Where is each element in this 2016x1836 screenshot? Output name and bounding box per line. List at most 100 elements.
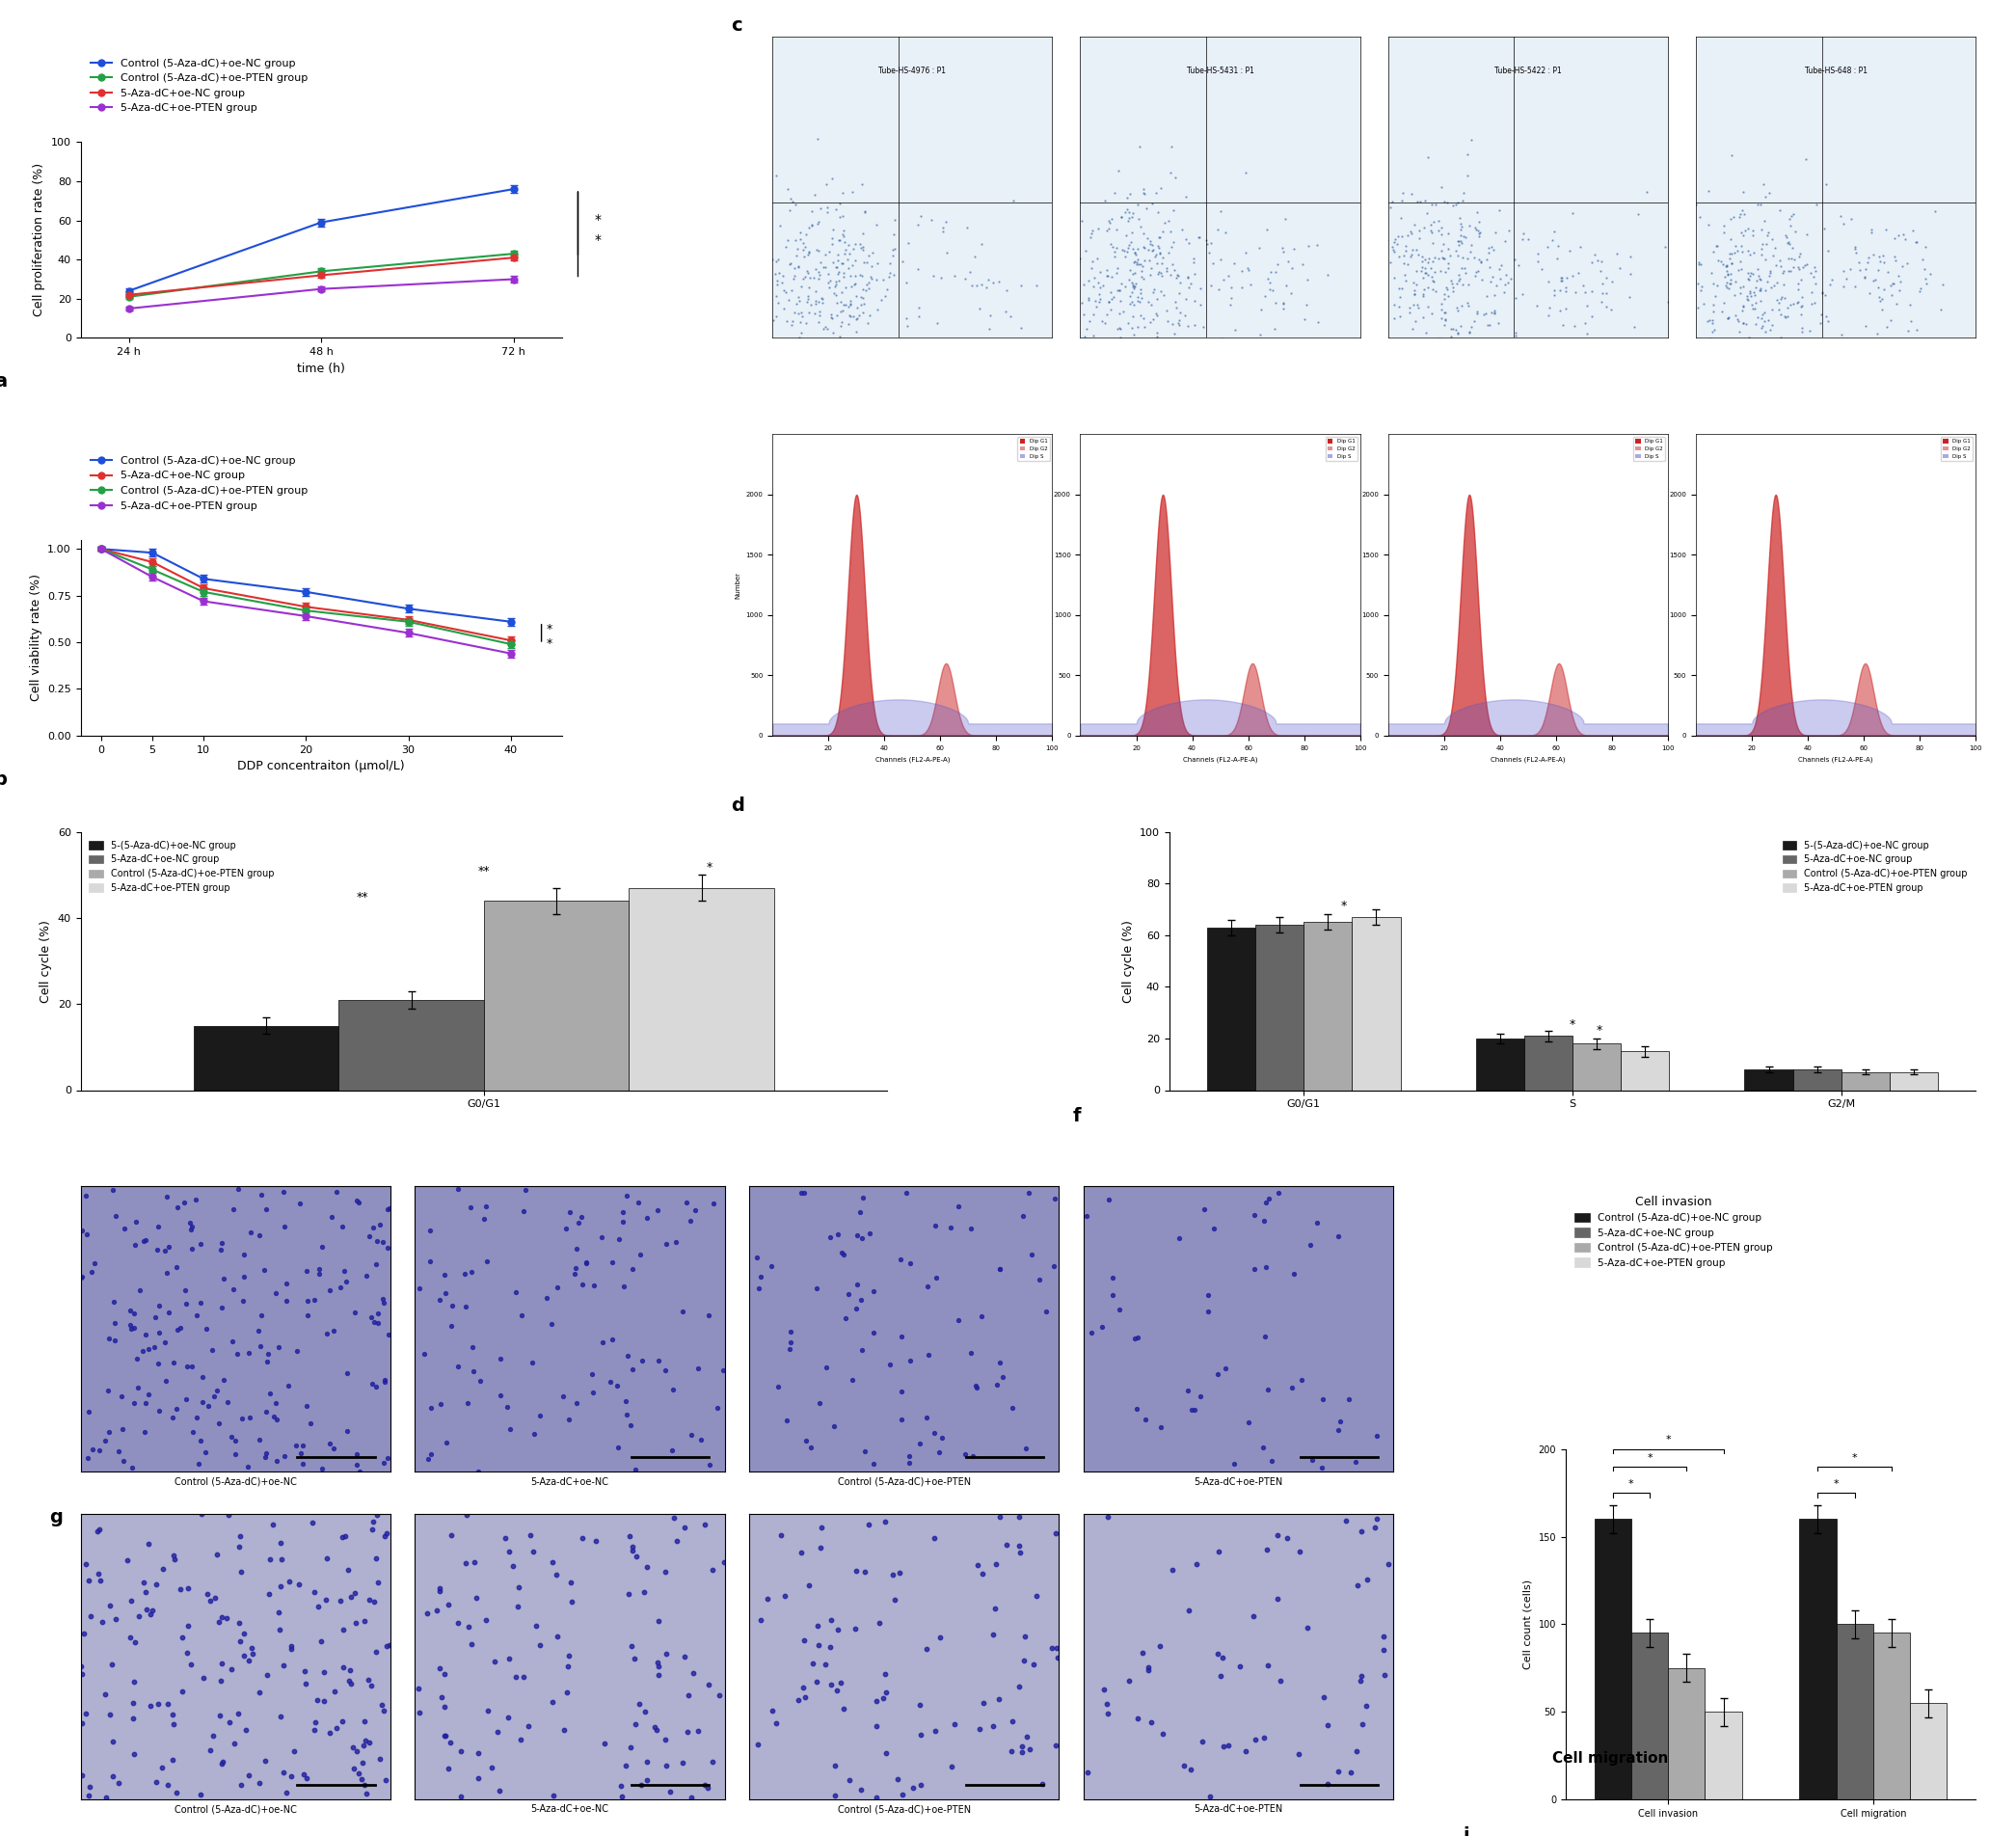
Point [687,1509,720,1539]
Point [825,286,857,316]
Point [845,1775,877,1805]
Point [1036,290,1068,319]
Point [218,1274,250,1304]
Point [192,1579,224,1608]
Point [1115,228,1147,257]
Point [1736,294,1768,323]
Point [641,1660,673,1689]
Point [1508,218,1540,248]
Point [1415,274,1447,303]
Point [1478,235,1510,264]
Point [1379,224,1411,253]
Point [427,1693,460,1722]
Point [244,1221,276,1250]
Point [87,1608,119,1638]
Point [93,1375,125,1405]
Point [492,1537,524,1566]
Point [1419,257,1452,286]
Point [790,286,823,316]
Point [1454,237,1486,266]
Point [183,1228,216,1258]
Point [1020,270,1052,299]
Point [829,1239,861,1269]
Legend: Dip G1, Dip G2, Dip S: Dip G1, Dip G2, Dip S [1633,437,1665,461]
Point [770,1405,802,1434]
Bar [1595,1518,1631,1799]
Point [796,211,829,241]
Point [1395,241,1427,270]
Point [1189,226,1222,255]
Point [698,1188,730,1217]
Point [353,1223,385,1252]
Point [784,318,816,347]
Point [1774,204,1806,233]
Point [893,1441,925,1471]
Point [1736,259,1768,288]
Point [1409,244,1441,274]
Point [1724,272,1756,301]
Point [776,310,808,340]
Point [403,1674,435,1704]
Point [1395,242,1427,272]
Point [139,1302,171,1331]
Point [99,1605,131,1634]
Point [1345,1662,1377,1691]
Point [1452,244,1484,274]
Point [800,235,833,264]
Point [845,290,877,319]
Point [776,307,808,336]
Point [1125,255,1157,285]
Point [1147,281,1179,310]
Point [605,1783,637,1812]
Point [278,1737,310,1766]
Point [163,1313,196,1342]
Point [829,290,861,319]
Point [1248,1432,1280,1461]
Point [679,1195,712,1225]
Point [1089,185,1121,215]
Point [1091,255,1123,285]
Point [1119,290,1151,319]
Point [1040,314,1073,343]
Point [1036,1632,1068,1662]
Point [1363,294,1395,323]
Point [1627,171,1659,200]
Point [1244,233,1276,263]
Point [208,1746,240,1775]
Point [1758,241,1790,270]
Point [1712,274,1744,303]
Point [1889,224,1921,253]
Point [1800,189,1833,218]
Point [1748,307,1780,336]
Point [1079,299,1111,329]
Point [1173,228,1206,257]
Point [831,1304,863,1333]
Point [788,263,821,292]
Point [1056,341,1089,371]
Point [446,1737,478,1766]
Point [157,1403,190,1432]
Point [564,1203,597,1232]
Point [1456,125,1488,154]
Point [774,275,806,305]
Text: *: * [1341,900,1347,912]
Point [1077,272,1109,301]
Point [1756,272,1788,301]
Point [1157,1555,1189,1584]
Point [1149,209,1181,239]
Point [1135,261,1167,290]
Point [752,308,784,338]
Point [524,1401,556,1430]
Point [1042,215,1075,244]
Point [236,1640,268,1669]
Point [1262,1584,1294,1614]
Point [1415,191,1447,220]
Point [1427,244,1460,274]
Point [77,1436,109,1465]
Point [1431,218,1464,248]
Point [161,1192,194,1221]
Point [1445,242,1478,272]
Point [1230,239,1262,268]
Bar [1837,1625,1873,1799]
Point [1085,285,1117,314]
